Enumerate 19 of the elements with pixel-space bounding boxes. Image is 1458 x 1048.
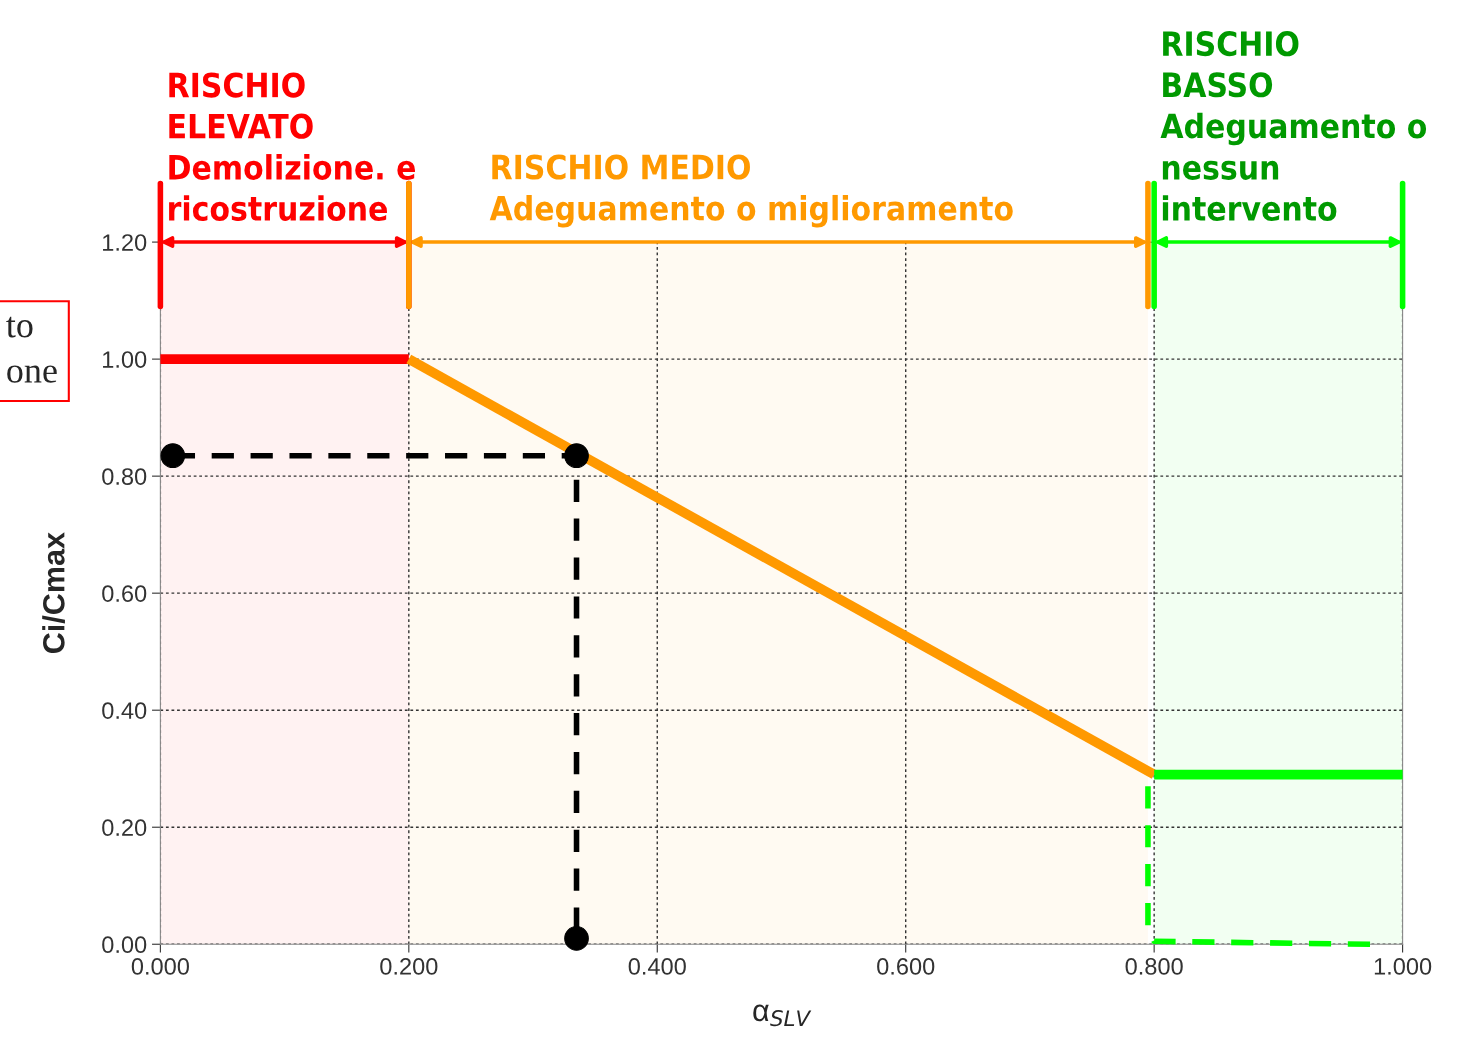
y-tick-label: 1.20 <box>103 234 147 251</box>
y-tick-label: 1.00 <box>103 351 147 368</box>
x-tick-label: 1.000 <box>1374 958 1432 975</box>
x-tick-label: 0.200 <box>380 958 438 975</box>
x-tick-label: 0.000 <box>131 958 189 975</box>
y-tick-label: 0.00 <box>102 936 147 954</box>
y-tick-label: 0.20 <box>102 819 147 837</box>
text: to one <box>6 316 57 383</box>
band-label: RISCHIO BASSO Adeguamento o nessun intervento <box>1160 31 1427 221</box>
y-tick-label: 0.40 <box>102 702 147 719</box>
band-label: RISCHIO ELEVATO Demolizione. e ricostruzione <box>169 72 415 221</box>
x-axis-title: α$_{SLV}$ <box>753 1004 812 1027</box>
y-axis-title: Ci/Cmax <box>42 532 65 654</box>
x-tick-label: 0.400 <box>628 958 686 975</box>
x-tick-label: 0.600 <box>877 958 935 975</box>
y-tick-label: 0.80 <box>102 468 147 485</box>
band-label: RISCHIO MEDIO Adeguamento o miglioramento <box>489 154 1013 228</box>
y-tick-label: 0.60 <box>102 585 147 602</box>
x-tick-label: 0.800 <box>1125 958 1183 975</box>
